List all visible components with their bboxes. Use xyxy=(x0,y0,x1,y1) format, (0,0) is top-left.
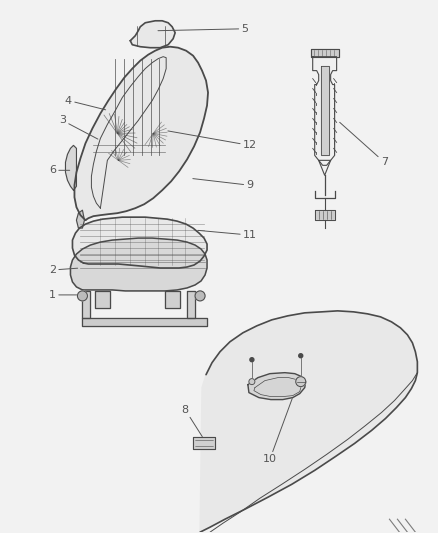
Polygon shape xyxy=(319,160,331,175)
Circle shape xyxy=(195,291,205,301)
Polygon shape xyxy=(187,291,195,318)
Text: 2: 2 xyxy=(49,265,78,275)
Polygon shape xyxy=(321,66,328,155)
Text: 9: 9 xyxy=(193,179,254,190)
Text: 4: 4 xyxy=(65,95,106,110)
Text: 1: 1 xyxy=(49,290,78,300)
Polygon shape xyxy=(77,210,85,228)
Text: 8: 8 xyxy=(181,405,202,437)
Polygon shape xyxy=(95,291,110,308)
Polygon shape xyxy=(72,217,207,268)
Polygon shape xyxy=(71,238,207,291)
Text: 12: 12 xyxy=(168,131,257,150)
Circle shape xyxy=(296,377,306,386)
Polygon shape xyxy=(314,210,335,220)
Polygon shape xyxy=(311,49,339,56)
Text: 6: 6 xyxy=(49,165,70,175)
Circle shape xyxy=(299,354,303,358)
Text: 10: 10 xyxy=(263,394,294,464)
Polygon shape xyxy=(74,47,208,220)
Text: 11: 11 xyxy=(198,230,257,240)
Polygon shape xyxy=(82,318,207,326)
Circle shape xyxy=(250,358,254,362)
Polygon shape xyxy=(200,311,417,532)
Polygon shape xyxy=(165,291,180,308)
Polygon shape xyxy=(130,21,175,47)
Polygon shape xyxy=(193,438,215,449)
Polygon shape xyxy=(248,373,306,400)
Polygon shape xyxy=(82,291,90,318)
Circle shape xyxy=(78,291,88,301)
Text: 5: 5 xyxy=(158,24,248,34)
Text: 3: 3 xyxy=(59,116,98,139)
Circle shape xyxy=(249,378,255,385)
Polygon shape xyxy=(313,56,337,165)
Polygon shape xyxy=(66,146,77,190)
Text: 7: 7 xyxy=(340,122,388,167)
